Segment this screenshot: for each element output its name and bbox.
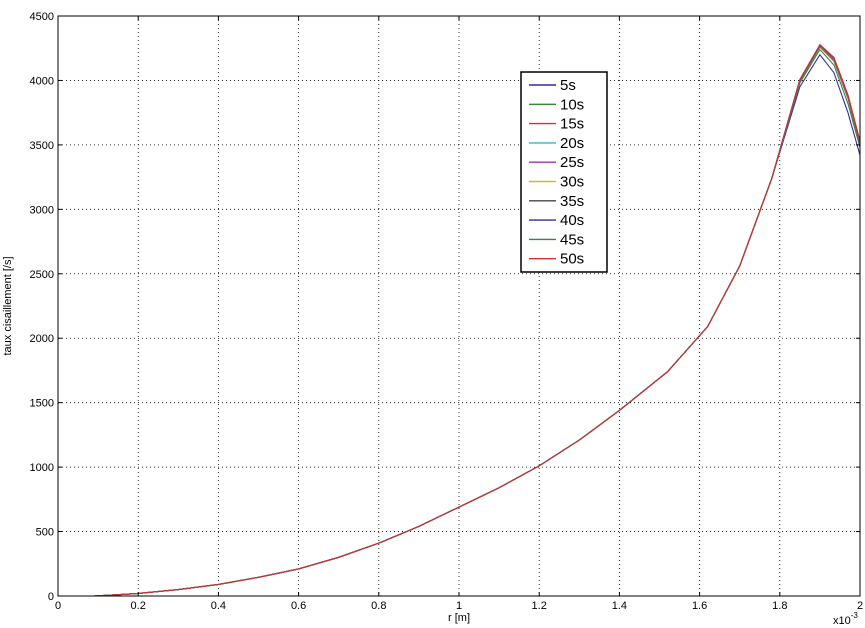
- x-axis-multiplier: x10-3: [833, 611, 858, 627]
- legend-label-40s: 40s: [560, 212, 584, 229]
- y-tick-label: 3000: [30, 204, 54, 216]
- legend-label-50s: 50s: [560, 251, 584, 268]
- legend-label-25s: 25s: [560, 154, 584, 171]
- series-line-50s: [94, 43, 861, 597]
- series-line-45s: [94, 44, 861, 597]
- x-multiplier-exponent: -3: [851, 611, 859, 620]
- y-tick-label: 0: [48, 591, 54, 603]
- series-line-30s: [94, 44, 861, 597]
- series-line-35s: [94, 44, 861, 597]
- x-multiplier-base: x10: [833, 615, 851, 627]
- y-tick-label: 2000: [30, 333, 54, 345]
- y-tick-label: 4000: [30, 75, 54, 87]
- x-tick-label: 1.4: [612, 600, 627, 612]
- legend-label-20s: 20s: [560, 135, 584, 152]
- series-line-15s: [94, 46, 861, 597]
- axis-ticks: 0 0.2 0.4 0.6 0.8 1 1.2 1.4 1.6 1.8 2 0 500 1000 1500 2…: [30, 11, 864, 612]
- y-tick-label: 2500: [30, 269, 54, 281]
- x-tick-label: 0.8: [371, 600, 386, 612]
- series-lines: [94, 43, 861, 597]
- legend-box: [520, 71, 608, 273]
- y-tick-label: 500: [36, 527, 54, 539]
- x-tick-label: 1.6: [692, 600, 707, 612]
- legend-label-30s: 30s: [560, 174, 584, 191]
- legend-label-5s: 5s: [560, 77, 576, 94]
- legend: 5s 10s 15s 20s 25s 30s 35s 40s 45s 50s: [520, 71, 608, 273]
- x-tick-label: 1.8: [772, 600, 787, 612]
- legend-label-15s: 15s: [560, 116, 584, 133]
- x-tick-label: 0.2: [131, 600, 146, 612]
- legend-label-45s: 45s: [560, 231, 584, 248]
- x-tick-label: 0.6: [291, 600, 306, 612]
- x-tick-label: 2: [857, 600, 863, 612]
- y-tick-label: 4500: [30, 11, 54, 23]
- y-tick-label: 1000: [30, 462, 54, 474]
- series-line-20s: [94, 45, 861, 597]
- x-tick-label: 0.4: [211, 600, 226, 612]
- y-tick-label: 3500: [30, 140, 54, 152]
- series-line-40s: [94, 44, 861, 597]
- grid: [58, 16, 860, 596]
- x-axis-label: r [m]: [448, 612, 470, 624]
- series-line-10s: [94, 48, 861, 597]
- series-line-5s: [94, 53, 861, 597]
- x-tick-label: 1: [456, 600, 462, 612]
- x-tick-label: 1.2: [532, 600, 547, 612]
- series-line-25s: [94, 45, 861, 597]
- y-axis-label: taux cisaillement [/s]: [2, 256, 14, 355]
- legend-label-10s: 10s: [560, 96, 584, 113]
- x-tick-label: 0: [55, 600, 61, 612]
- y-tick-label: 1500: [30, 398, 54, 410]
- legend-label-35s: 35s: [560, 193, 584, 210]
